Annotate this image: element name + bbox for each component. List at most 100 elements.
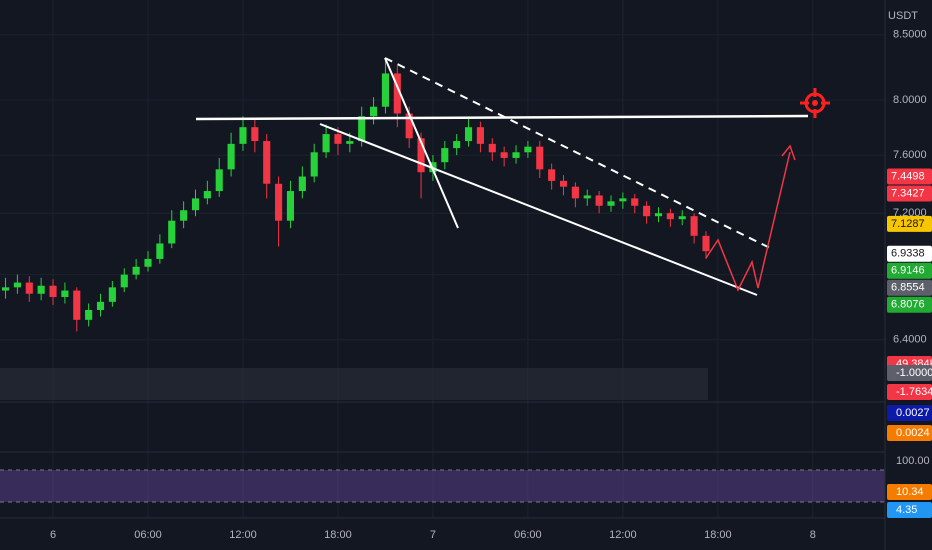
candle-body <box>453 141 461 149</box>
candle-body <box>49 285 57 297</box>
drop-line <box>384 57 459 229</box>
projection-path <box>705 151 791 292</box>
readout-label: 0.0024 <box>896 427 930 439</box>
candle-body <box>156 243 164 259</box>
candle-body <box>108 287 116 302</box>
x-tick-label: 6 <box>50 529 56 541</box>
readout-tag <box>887 384 932 400</box>
price-tag <box>887 296 932 313</box>
candle-body <box>358 116 366 142</box>
y-tick-label: 8.5000 <box>893 29 927 41</box>
x-tick-label: 06:00 <box>514 529 542 541</box>
x-tick-label: 8 <box>810 529 816 541</box>
candle-body <box>286 191 295 221</box>
readout-label: 10.34 <box>896 486 924 498</box>
y-tick-label: 6.4000 <box>893 334 927 346</box>
candle-body <box>13 282 21 288</box>
candle-body <box>203 191 211 199</box>
price-tag <box>887 245 932 262</box>
candle-body <box>227 143 235 170</box>
candle-body <box>678 216 686 220</box>
candle-body <box>144 258 152 267</box>
candle-body <box>476 127 484 144</box>
candle-body <box>251 127 259 142</box>
candle-body <box>275 183 283 221</box>
price-tag-label: 6.9146 <box>891 265 925 277</box>
candle-body <box>322 134 330 153</box>
readout-tag <box>887 365 932 381</box>
candle-body <box>346 141 354 144</box>
candle-body <box>85 309 93 320</box>
candle-body <box>310 152 318 177</box>
candle-body <box>263 141 271 184</box>
candle-body <box>191 198 200 211</box>
readout-label: 100.00 <box>896 455 930 467</box>
x-tick-label: 12:00 <box>609 529 637 541</box>
indicator-pane-1 <box>0 368 708 400</box>
price-tag <box>887 168 932 185</box>
grid <box>0 0 885 518</box>
axes: 6.40006.80007.20007.60008.00008.5000606:… <box>50 29 932 541</box>
candle-body <box>37 285 45 294</box>
candle-body <box>619 198 627 202</box>
candle-body <box>548 169 556 181</box>
candle-body <box>607 201 615 206</box>
channel-top <box>384 57 771 249</box>
currency-label: USDT <box>888 10 918 22</box>
x-tick-label: 7 <box>430 529 436 541</box>
x-tick-label: 06:00 <box>134 529 162 541</box>
candle-body <box>654 213 663 217</box>
candle-body <box>643 205 651 217</box>
projection-arrowhead <box>781 144 796 161</box>
candle-body <box>239 127 247 144</box>
candles <box>1 57 710 332</box>
price-tag-label: 7.3427 <box>891 187 925 199</box>
readout-tag <box>887 425 932 441</box>
candle-body <box>488 143 496 153</box>
candle-body <box>120 274 128 288</box>
price-tag-label: 6.8554 <box>891 282 925 294</box>
price-tag <box>887 262 932 279</box>
candle-body <box>417 138 425 173</box>
candle-body <box>559 180 568 187</box>
candle-body <box>441 148 449 163</box>
price-tag <box>887 279 932 296</box>
candle-body <box>666 213 674 220</box>
y-tick-label: 8.0000 <box>893 94 927 106</box>
candle-body <box>1 287 10 291</box>
readout-label: 4.35 <box>896 504 917 516</box>
stochastic-band <box>0 470 885 502</box>
candle-body <box>393 73 401 114</box>
channel-bottom <box>319 123 758 296</box>
candle-body <box>370 106 378 117</box>
candle-body <box>536 146 544 170</box>
candle-body <box>180 210 188 221</box>
candle-body <box>512 152 520 158</box>
readout-tag <box>887 484 932 500</box>
candle-body <box>583 195 591 199</box>
candle-body <box>571 186 579 199</box>
candle-body <box>702 235 710 252</box>
candle-body <box>690 216 698 236</box>
candle-body <box>405 113 413 139</box>
candle-body <box>595 195 603 206</box>
readout-label: -1.0000 <box>896 367 932 379</box>
candle-body <box>132 266 140 275</box>
candle-body <box>381 73 389 107</box>
price-tag <box>887 215 932 232</box>
candle-body <box>25 282 33 294</box>
target-icon <box>800 88 830 118</box>
candle-body <box>500 152 508 158</box>
candle-body <box>215 169 223 192</box>
resistance-line <box>195 114 809 121</box>
price-tag-label: 7.4498 <box>891 170 925 182</box>
x-tick-label: 18:00 <box>704 529 732 541</box>
candle-body <box>464 127 473 142</box>
price-tag-label: 7.1287 <box>891 218 925 230</box>
candle-body <box>631 198 639 206</box>
x-tick-label: 18:00 <box>324 529 352 541</box>
candle-body <box>524 146 532 153</box>
candle-body <box>168 220 176 244</box>
readout-label: -1.7634 <box>896 386 932 398</box>
